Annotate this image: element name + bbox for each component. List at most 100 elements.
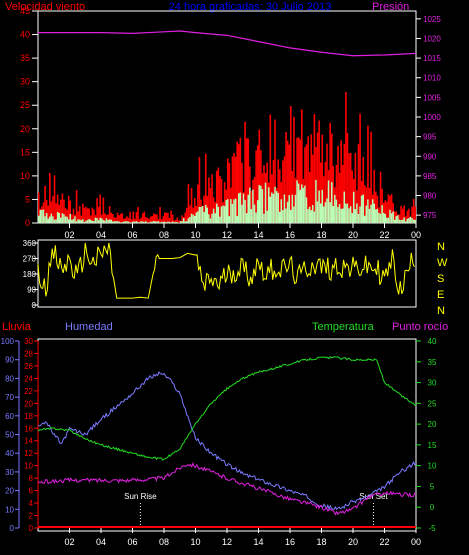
wind-gust-bar [163,212,166,223]
temperature-time-tick-label: 12 [222,537,232,547]
wind-average-bar [171,221,174,223]
rain-tick-label: 28 [24,349,33,358]
wind-average-bar [359,206,361,223]
rain-tick-label: 18 [24,412,33,421]
wind-average-bar [52,216,54,223]
wind-gust-bar [236,141,239,223]
sunset-label: Sun Set [359,492,388,501]
wind-average-bar [313,211,316,223]
wind-gust-bar [400,205,402,223]
wind-gust-bar [85,206,87,223]
wind-gust-bar [151,216,153,223]
wind-average-bar [170,222,172,223]
wind-average-bar [223,206,226,223]
wind-gust-bar [373,169,376,223]
wind-average-bar [58,212,61,223]
wind-gust-bar [78,206,81,223]
wind-average-bar [124,221,127,223]
wind-gust-bar [154,214,157,223]
wind-speed-tick-label: 0 [25,218,30,228]
rain-tick-label: 16 [24,424,33,433]
wind-gust-bar [220,179,223,223]
wind-gust-bar [67,195,70,223]
wind-speed-tick-label: 20 [20,124,30,134]
wind-gust-bar [387,194,390,223]
wind-average-bar [236,216,239,223]
wind-gust-bar [384,200,387,223]
wind-gust-bar [88,208,90,223]
wind-average-bar [104,220,106,223]
wind-time-axis: 02 04 06 08 10 12 14 16 18 20 22 00 [64,223,421,240]
wind-average-bar [60,217,62,223]
wind-average-bar [121,222,124,223]
wind-average-bar [343,191,346,223]
wind-average-bar [148,222,150,223]
wind-gust-bar [341,165,344,223]
direction-tick-label: 0 [32,301,37,310]
wind-gust-bar [278,169,281,223]
wind-gust-bar [364,185,366,223]
wind-average-bar [85,220,87,223]
temperature-humidity-panel: Lluvia Humedad Temperatura Punto rocío 1… [1,321,449,547]
wind-average-bar [190,213,193,223]
wind-average-bar [255,212,257,223]
wind-gust-bar [406,210,409,223]
wind-average-bar [354,209,357,223]
wind-average-bar [130,222,133,223]
wind-average-bar [163,221,166,223]
wind-average-bar [152,221,155,223]
wind-gust-bar [330,133,333,223]
sunrise-label: Sun Rise [124,492,157,501]
wind-average-bar [217,206,220,223]
wind-average-bar [356,203,358,223]
temperature-tick-label: 20 [428,420,437,429]
temperature-tick-label: 40 [428,337,437,346]
wind-gust-bar [157,219,160,223]
rain-tick-label: 24 [24,374,33,383]
wind-average-bar [390,213,393,223]
wind-average-bar [39,210,42,223]
wind-gust-bar [135,212,138,223]
wind-gust-bar [113,217,116,223]
wind-average-bar [283,194,286,223]
temperature-time-tick-label: 14 [253,537,263,547]
humidity-tick-label: 40 [5,449,14,458]
wind-gust-bar [239,137,242,223]
wind-average-bar [123,221,125,223]
wind-gust-bar [50,201,53,223]
wind-average-bar [186,221,188,223]
wind-average-bar [64,216,67,223]
wind-average-bar [168,221,171,223]
wind-average-bar [209,218,212,223]
wind-gust-bar [181,215,183,223]
wind-gust-bar [228,163,231,223]
wind-average-bar [53,219,56,223]
wind-average-bar [327,180,330,223]
wind-average-bar [414,219,417,223]
wind-average-bar [398,219,401,223]
wind-gust-bar [245,138,248,223]
wind-average-bar [200,207,202,223]
pressure-tick-label: 990 [423,152,437,161]
wind-gust-bar [104,213,106,223]
wind-average-bar [302,187,305,223]
wind-average-bar [261,189,264,223]
humidity-tick-label: 80 [5,374,14,383]
wind-average-bar [318,190,320,223]
temperature-tick-label: -5 [428,524,436,533]
wind-gust-bar [197,184,199,223]
wind-gust-bar [167,213,169,223]
wind-gust-bar [349,152,352,223]
wind-average-bar [203,212,205,223]
temperature-time-tick-label: 22 [379,537,389,547]
wind-average-bar [91,220,94,223]
wind-time-tick-label: 00 [411,230,421,240]
wind-average-bar [165,222,168,223]
wind-average-bar [230,199,232,223]
wind-average-bar [297,183,300,223]
temperature-time-tick-label: 08 [159,537,169,547]
wind-gust-bar [307,136,309,223]
wind-average-bar [55,219,57,223]
wind-average-bar [271,192,273,223]
